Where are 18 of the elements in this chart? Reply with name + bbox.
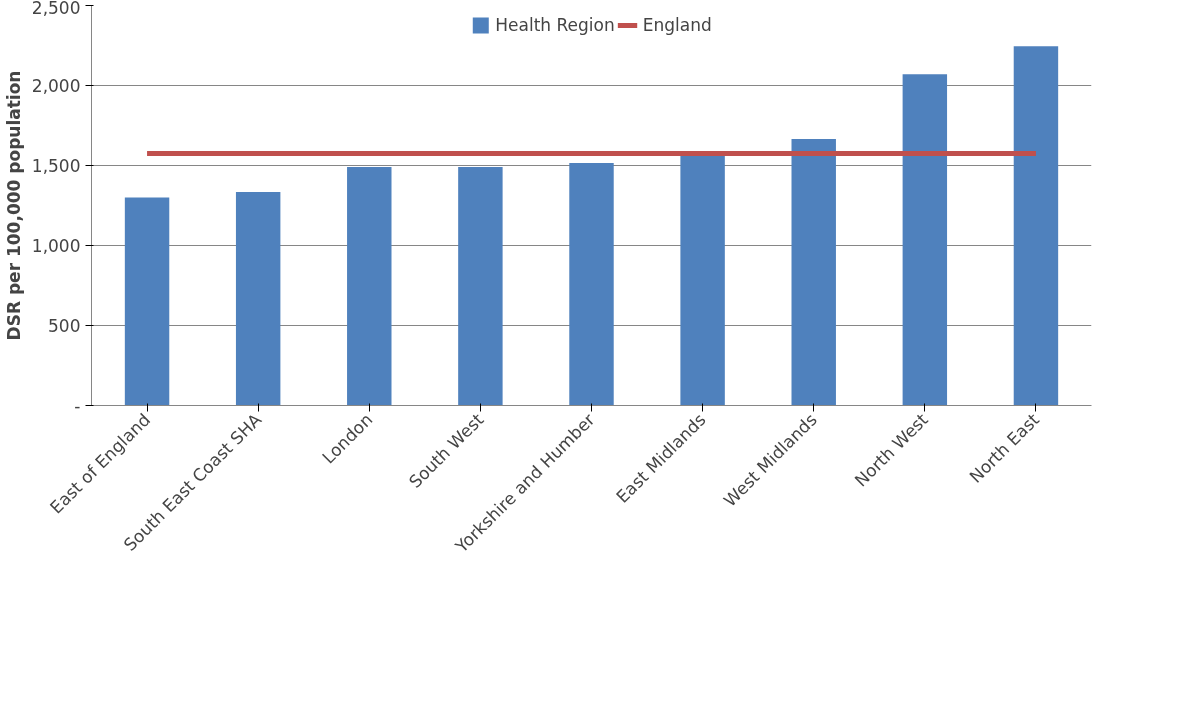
legend-label: England xyxy=(642,15,712,35)
y-axis-title: DSR per 100,000 population xyxy=(3,70,24,341)
legend-label: Health Region xyxy=(495,15,615,35)
bar xyxy=(235,191,281,406)
y-tick-label: 1,000 xyxy=(31,236,81,256)
bar xyxy=(569,163,614,406)
bar xyxy=(347,167,392,406)
y-tick-label: 2,000 xyxy=(31,76,81,96)
y-tick-label: 500 xyxy=(48,316,81,336)
bar xyxy=(458,167,503,406)
bar xyxy=(1013,46,1059,406)
y-tick-label: - xyxy=(74,396,81,416)
y-tick-label: 1,500 xyxy=(31,156,81,176)
bar xyxy=(124,197,170,406)
y-tick-label: 2,500 xyxy=(31,0,81,18)
bar xyxy=(791,139,836,406)
bar xyxy=(902,74,948,406)
bar xyxy=(680,153,725,406)
